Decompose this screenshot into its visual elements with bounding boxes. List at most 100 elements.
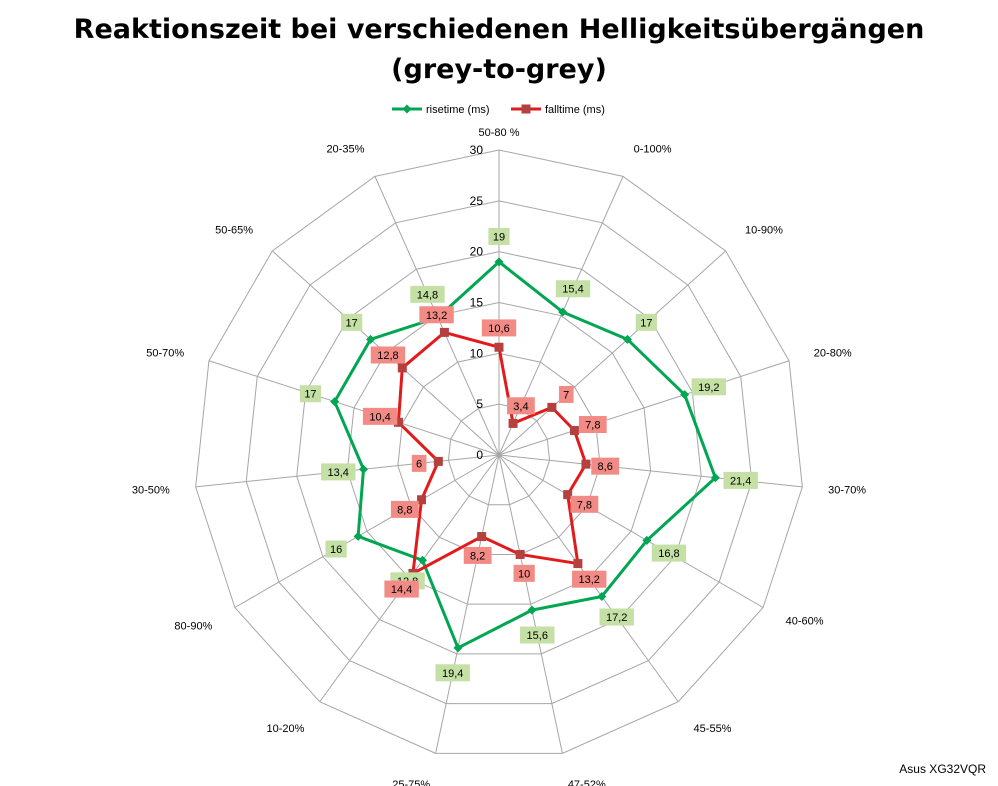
falltime-point: [477, 532, 487, 542]
risetime-point: [680, 390, 690, 400]
grid-ring-15: [346, 301, 652, 605]
category-label: 30-70%: [828, 485, 866, 497]
risetime-point: [710, 473, 720, 483]
category-label: 80-90%: [174, 621, 212, 633]
risetime-point: [330, 397, 340, 407]
risetime-label-bg: [723, 471, 758, 489]
falltime-point: [569, 425, 579, 435]
legend-label: falltime (ms): [545, 104, 605, 116]
risetime-label-bg: [691, 378, 727, 396]
falltime-point: [439, 327, 449, 337]
falltime-label-bg: [591, 457, 620, 475]
grid-ring-5: [447, 403, 551, 506]
chart-title-line-2: (grey-to-grey): [391, 54, 607, 85]
risetime-data-label: 19,2: [698, 382, 719, 394]
risetime-point: [453, 643, 463, 653]
falltime-point: [547, 402, 557, 412]
grid-spoke: [498, 360, 790, 456]
risetime-label-bg: [488, 227, 510, 245]
falltime-data-label: 14,4: [391, 584, 412, 596]
falltime-point: [393, 417, 403, 427]
risetime-point: [494, 257, 504, 267]
falltime-data-label: 6: [416, 458, 422, 470]
radial-tick-label: 30: [470, 143, 484, 157]
grid-ring-30: [195, 149, 803, 754]
category-label: 50-70%: [146, 348, 184, 360]
falltime-label-bg: [384, 580, 419, 598]
risetime-label-bg: [635, 313, 657, 331]
category-label: 25-75%: [392, 779, 430, 786]
risetime-data-label: 13,4: [328, 467, 349, 479]
risetime-point: [366, 334, 376, 344]
risetime-label-bg: [325, 540, 347, 558]
category-label: 50-80 %: [479, 127, 520, 139]
falltime-data-label: 10: [518, 568, 530, 580]
risetime-data-label: 15,4: [562, 284, 583, 296]
falltime-point: [397, 363, 407, 373]
category-label: 40-60%: [786, 616, 824, 628]
risetime-label-bg: [341, 313, 363, 331]
falltime-point: [573, 559, 583, 569]
falltime-data-label: 7,8: [585, 420, 600, 432]
falltime-data-label: 12,8: [377, 350, 398, 362]
falltime-label-bg: [572, 570, 607, 588]
risetime-point: [527, 605, 537, 615]
risetime-label-bg: [651, 544, 687, 562]
falltime-label-bg: [419, 306, 454, 324]
falltime-data-label: 3,4: [513, 401, 528, 413]
risetime-label-bg: [321, 463, 356, 481]
radar-grid: [195, 149, 803, 754]
chart-title-line-1: Reaktionszeit bei verschiedenen Helligke…: [73, 14, 925, 45]
falltime-data-label: 10,6: [488, 323, 509, 335]
legend-label: risetime (ms): [426, 104, 490, 116]
risetime-point: [597, 591, 607, 601]
radial-tick-label: 0: [476, 448, 483, 462]
radial-axis-ticks: 0 5 10 15 20 25 30: [470, 143, 484, 462]
risetime-data-label: 17: [304, 389, 316, 401]
category-label: 50-65%: [215, 225, 253, 237]
grid-ring-20: [296, 251, 702, 655]
category-label: 0-100%: [634, 144, 672, 156]
risetime-data-label: 17: [346, 317, 358, 329]
falltime-line: [396, 330, 588, 575]
falltime-data-label: 8,6: [598, 461, 613, 473]
risetime-point: [418, 555, 428, 565]
falltime-label-bg: [558, 385, 574, 403]
falltime-label-bg: [570, 495, 599, 513]
risetime-label-bg: [555, 280, 591, 298]
grid-spoke: [498, 250, 726, 456]
risetime-point: [558, 307, 568, 317]
risetime-point: [622, 334, 632, 344]
falltime-data-label: 13,2: [426, 310, 447, 322]
grid-spoke: [498, 454, 764, 608]
grid-ring-25: [245, 200, 753, 705]
radial-tick-label: 20: [470, 245, 484, 259]
category-label: 45-55%: [694, 723, 732, 735]
grid-spoke: [435, 454, 500, 754]
category-label: 20-80%: [814, 348, 852, 360]
risetime-label-bg: [299, 385, 322, 403]
falltime-data-label: 8,2: [470, 550, 485, 562]
falltime-label-bg: [370, 346, 406, 364]
risetime-label-bg: [599, 608, 634, 626]
falltime-label-bg: [507, 397, 535, 415]
falltime-point: [581, 459, 591, 469]
radial-tick-label: 5: [476, 397, 483, 411]
falltime-label-bg: [463, 546, 492, 564]
grid-ring-10: [397, 352, 601, 555]
risetime-data-label: 17,2: [606, 612, 627, 624]
category-label: 10-90%: [745, 225, 783, 237]
radial-tick-label: 15: [470, 296, 484, 310]
legend-marker: [521, 104, 531, 114]
grid-spoke: [498, 454, 563, 754]
falltime-label-bg: [578, 416, 607, 434]
falltime-label-bg: [513, 564, 535, 582]
falltime-label-bg: [481, 319, 517, 337]
falltime-point: [515, 549, 525, 559]
category-label: 30-50%: [132, 485, 170, 497]
grid-spoke: [208, 360, 500, 456]
falltime-data-label: 8,8: [397, 504, 412, 516]
category-label: 20-35%: [326, 144, 364, 156]
risetime-line: [333, 260, 717, 650]
